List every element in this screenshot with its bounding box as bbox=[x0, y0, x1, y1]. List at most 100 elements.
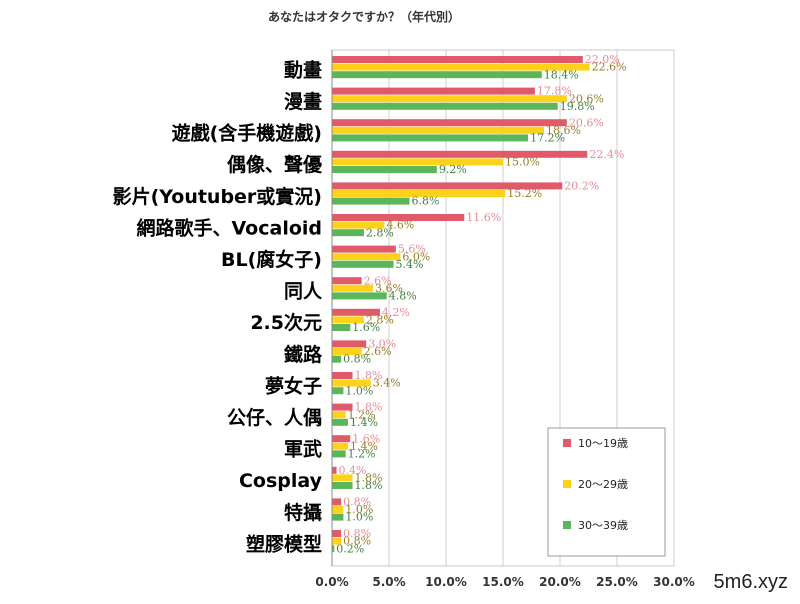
category-label: 夢女子 bbox=[265, 374, 322, 397]
bar bbox=[332, 355, 342, 363]
data-label: 20.6% bbox=[569, 92, 604, 105]
x-tick-label: 20.0% bbox=[539, 575, 581, 589]
legend-label: 10〜19歳 bbox=[578, 437, 628, 450]
bars-layer bbox=[332, 56, 590, 553]
data-label: 22.0% bbox=[585, 53, 620, 66]
bar bbox=[332, 95, 567, 103]
bar bbox=[332, 435, 351, 443]
bar bbox=[332, 56, 583, 63]
bar bbox=[332, 411, 346, 419]
data-label: 1.8% bbox=[355, 369, 383, 382]
data-label: 17.8% bbox=[537, 85, 572, 98]
axis-layer: 0.0% 5.0% 10.0% 15.0% 20.0% 25.0% 30.0% 動畫漫畫遊戲(… bbox=[113, 50, 695, 589]
data-label: 9.2% bbox=[439, 163, 467, 176]
bar bbox=[332, 513, 344, 521]
legend-label: 30〜39歳 bbox=[578, 519, 628, 532]
data-label: 0.8% bbox=[343, 353, 371, 366]
bar bbox=[332, 379, 371, 387]
bar bbox=[332, 498, 342, 506]
bar bbox=[332, 229, 364, 237]
data-label: 15.0% bbox=[505, 156, 540, 169]
bar bbox=[332, 418, 348, 426]
data-label: 1.2% bbox=[348, 448, 376, 461]
legend-label: 20〜29歳 bbox=[578, 478, 628, 491]
data-label: 0.2% bbox=[336, 542, 364, 555]
data-label: 1.0% bbox=[345, 384, 373, 397]
data-label: 0.8% bbox=[343, 527, 371, 540]
data-label: 1.4% bbox=[350, 440, 378, 453]
legend-swatch bbox=[563, 521, 571, 529]
bar bbox=[332, 245, 396, 253]
data-label: 4.8% bbox=[389, 290, 417, 303]
bar bbox=[332, 134, 529, 142]
bar bbox=[332, 308, 380, 316]
bar bbox=[332, 119, 567, 127]
bar bbox=[332, 253, 401, 261]
data-label: 2.8% bbox=[366, 314, 394, 327]
bar bbox=[332, 324, 351, 331]
data-label: 2.6% bbox=[364, 274, 392, 287]
bar bbox=[332, 277, 362, 285]
data-label: 6.8% bbox=[412, 195, 440, 208]
data-label: 18.6% bbox=[546, 124, 581, 137]
bar bbox=[332, 158, 503, 166]
bar bbox=[332, 403, 353, 411]
bar bbox=[332, 63, 590, 71]
data-label: 4.6% bbox=[386, 219, 414, 232]
chart-title: あなたはオタクですか？（年代別） bbox=[268, 10, 461, 24]
category-label: 同人 bbox=[284, 281, 323, 303]
data-label: 0.8% bbox=[343, 496, 371, 509]
data-label: 2.6% bbox=[364, 345, 392, 358]
data-label: 20.6% bbox=[569, 116, 604, 129]
bar bbox=[332, 260, 394, 268]
data-label: 19.8% bbox=[560, 100, 595, 113]
category-label: 鐵路 bbox=[284, 343, 323, 366]
bar bbox=[332, 387, 344, 395]
data-label: 1.2% bbox=[348, 408, 376, 421]
bar bbox=[332, 372, 353, 379]
x-tick-label: 10.0% bbox=[425, 575, 467, 589]
bar bbox=[332, 182, 563, 190]
data-label: 1.0% bbox=[345, 511, 373, 524]
x-tick-label: 5.0% bbox=[372, 575, 405, 589]
data-label: 6.0% bbox=[402, 250, 430, 263]
category-label: 2.5次元 bbox=[250, 311, 322, 334]
category-label: 影片(Youtuber或實況) bbox=[113, 185, 322, 208]
bar bbox=[332, 102, 558, 110]
legend: 10〜19歳 20〜29歳 30〜39歳 bbox=[547, 427, 666, 557]
bar bbox=[332, 126, 545, 134]
data-label: 22.6% bbox=[592, 61, 627, 74]
bar bbox=[332, 214, 465, 221]
category-label: 軍武 bbox=[284, 439, 322, 461]
bar bbox=[332, 197, 410, 205]
bar bbox=[332, 482, 353, 489]
bar bbox=[332, 87, 535, 95]
x-tick-label: 15.0% bbox=[482, 575, 524, 589]
bar bbox=[332, 545, 335, 553]
x-tick-label: 30.0% bbox=[653, 575, 695, 589]
data-label: 3.6% bbox=[375, 282, 403, 295]
data-label: 0.8% bbox=[343, 535, 371, 548]
data-label: 5.6% bbox=[398, 243, 426, 256]
data-label: 1.6% bbox=[352, 321, 380, 334]
data-label: 1.6% bbox=[352, 432, 380, 445]
bar bbox=[332, 221, 385, 229]
bar bbox=[332, 537, 342, 545]
bar bbox=[332, 474, 353, 482]
bar bbox=[332, 530, 342, 537]
data-label: 1.8% bbox=[355, 401, 383, 414]
data-label: 3.4% bbox=[373, 377, 401, 390]
x-tick-label: 25.0% bbox=[596, 575, 638, 589]
bar bbox=[332, 442, 348, 450]
legend-box bbox=[547, 427, 666, 557]
data-label: 2.8% bbox=[366, 226, 394, 239]
bar bbox=[332, 292, 387, 300]
category-label: 遊戲(含手機遊戲) bbox=[172, 122, 322, 145]
data-label: 17.2% bbox=[530, 132, 565, 145]
category-label: 塑膠模型 bbox=[246, 532, 322, 555]
bar bbox=[332, 284, 374, 292]
labels-layer: 22.0%22.6%18.4%17.8%20.6%19.8%20.6%18.6%… bbox=[336, 53, 626, 555]
category-label: BL(腐女子) bbox=[221, 248, 322, 271]
bar bbox=[332, 150, 588, 158]
